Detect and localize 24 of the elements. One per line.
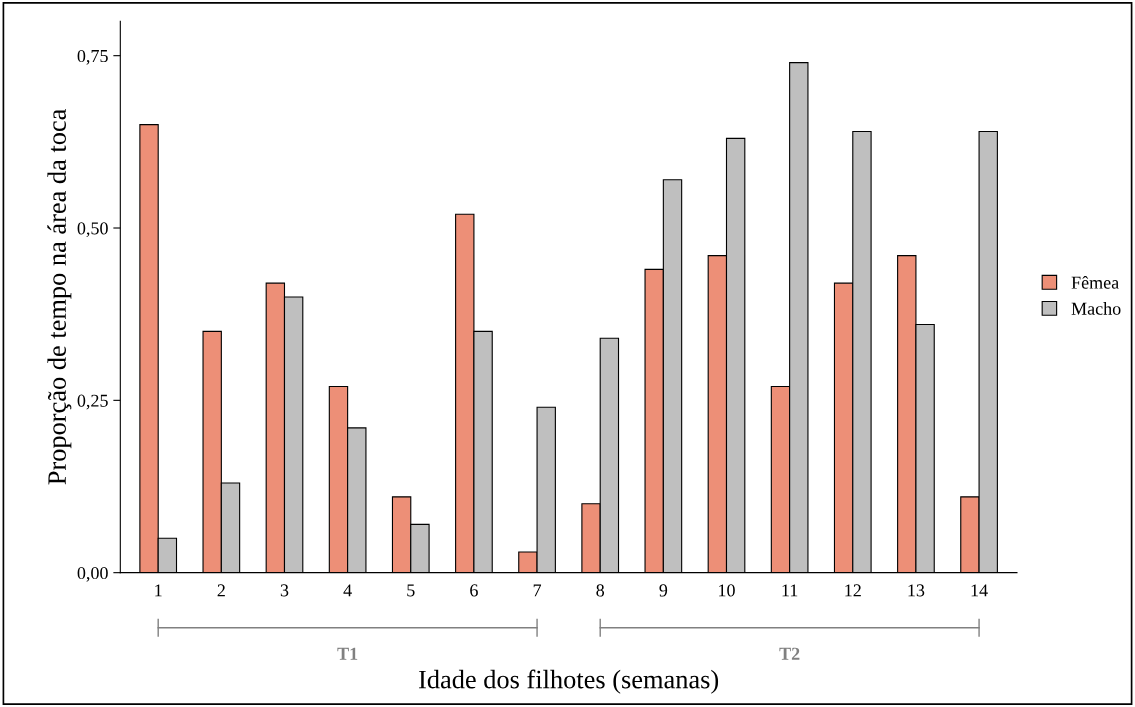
- x-tick-label: 3: [280, 584, 289, 597]
- x-tick-label: 7: [533, 584, 542, 597]
- x-axis-title: Idade dos filhotes (semanas): [418, 669, 719, 694]
- text: T2: [779, 647, 800, 660]
- x-tick-label: 11: [782, 584, 798, 597]
- x-tick-label: 13: [908, 584, 925, 597]
- x-tick-label: 10: [719, 584, 735, 597]
- y-tick-label: 0,50: [77, 222, 108, 238]
- y-axis-title: Proporção de tempo na área da toca: [47, 109, 72, 485]
- x-tick-label: 1: [155, 584, 162, 597]
- x-tick-label: 4: [343, 584, 352, 597]
- x-tick-label: 2: [217, 584, 225, 597]
- x-tick-label: 6: [470, 584, 478, 597]
- y-tick-label: 0,75: [77, 49, 108, 65]
- legend-label: Fêmea: [1071, 276, 1119, 289]
- y-tick-label: 0,25: [77, 394, 108, 410]
- x-tick-label: 9: [659, 584, 668, 597]
- legend-label: Macho: [1071, 302, 1121, 315]
- text: T1: [337, 647, 358, 660]
- x-tick-label: 14: [971, 584, 988, 597]
- x-tick-label: 8: [596, 584, 605, 597]
- x-tick-label: 12: [845, 584, 861, 597]
- y-tick-label: 0,00: [77, 566, 108, 582]
- x-tick-label: 5: [407, 584, 415, 597]
